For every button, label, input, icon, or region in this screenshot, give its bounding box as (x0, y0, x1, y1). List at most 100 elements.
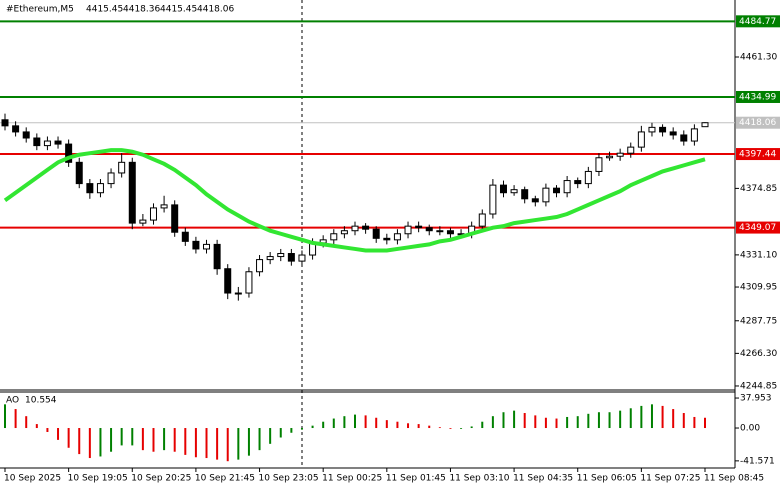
candle-body (224, 268, 232, 294)
level-label: 4434.99 (739, 92, 776, 102)
x-tick-label: 11 Sep 07:25 (640, 474, 700, 484)
x-tick-label: 11 Sep 06:05 (577, 474, 637, 484)
candle-body (415, 225, 423, 229)
candle-body (181, 231, 189, 242)
candle-body (404, 225, 412, 235)
candle-body (298, 254, 306, 262)
level-label: 4397.44 (739, 150, 776, 160)
candle-body (213, 243, 221, 270)
candle-body (65, 143, 73, 163)
candle-body (372, 228, 380, 239)
candle-body (22, 131, 30, 139)
candle-body (128, 161, 136, 224)
candle-body (542, 187, 550, 203)
y-tick-label: 4266.30 (740, 349, 777, 359)
y-tick-label: 37.953 (740, 394, 772, 404)
candle-body (553, 187, 561, 194)
candle-body (680, 134, 688, 142)
ohlc-close: 4418.06 (197, 5, 234, 15)
candle-body (659, 126, 667, 133)
y-tick-label: -41.571 (740, 456, 775, 466)
candle-body (701, 122, 709, 128)
candle-body (584, 170, 592, 185)
candle-body (383, 237, 391, 241)
candle-body (478, 213, 486, 227)
candle-body (149, 207, 157, 221)
x-tick-label: 10 Sep 19:05 (68, 474, 128, 484)
candle-body (75, 161, 83, 185)
candle-body (690, 128, 698, 142)
candle-body (118, 161, 126, 174)
candle-body (330, 233, 338, 241)
candle-body (595, 157, 603, 172)
y-tick-label: 4374.85 (740, 184, 777, 194)
candle-body (499, 184, 507, 194)
candle-body (86, 183, 94, 194)
candle-body (96, 183, 104, 194)
x-tick-label: 11 Sep 03:10 (449, 474, 509, 484)
candle-body (107, 172, 115, 185)
candle-body (234, 292, 242, 295)
x-tick-label: 11 Sep 08:45 (704, 474, 764, 484)
candle-body (531, 198, 539, 203)
level-label: 4484.77 (739, 17, 776, 27)
candle-body (171, 204, 179, 233)
ohlc-open: 4415.45 (86, 5, 123, 15)
candle-body (340, 230, 348, 235)
candle-body (446, 230, 454, 235)
y-tick-label: 4244.85 (740, 381, 777, 391)
candle-body (54, 140, 62, 145)
candle-body (606, 155, 614, 159)
candle-body (1, 119, 9, 127)
candle-body (637, 131, 645, 148)
candle-body (436, 230, 444, 233)
level-label: 4349.07 (739, 223, 776, 233)
candle-body (393, 233, 401, 241)
current-price-label: 4418.06 (739, 118, 776, 128)
candle-body (648, 126, 656, 133)
y-tick-label: 4287.75 (740, 316, 777, 326)
candle-body (563, 180, 571, 194)
candle-body (192, 240, 200, 250)
candle-body (33, 137, 41, 147)
candle-body (287, 253, 295, 262)
current-price-label-box (736, 116, 780, 129)
moving-average (3, 148, 706, 253)
x-tick-label: 10 Sep 2025 (4, 474, 61, 484)
level-label-box (736, 15, 780, 28)
x-tick-label: 10 Sep 21:45 (195, 474, 255, 484)
candle-body (203, 243, 211, 250)
candle-body (627, 146, 635, 154)
indicator-value: 10.554 (25, 396, 57, 406)
y-tick-label: 4331.10 (740, 250, 777, 260)
x-tick-label: 11 Sep 01:45 (386, 474, 446, 484)
level-label-box (736, 90, 780, 103)
candle-body (277, 253, 285, 258)
candle-body (669, 131, 677, 136)
candle-body (362, 225, 370, 230)
candle-body (139, 219, 147, 224)
x-tick-label: 10 Sep 20:25 (131, 474, 191, 484)
candle-body (256, 259, 264, 273)
x-tick-label: 11 Sep 04:35 (513, 474, 573, 484)
candle-body (574, 180, 582, 185)
level-label-box (736, 221, 780, 234)
x-tick-label: 10 Sep 23:05 (259, 474, 319, 484)
candle-body (245, 271, 253, 294)
chart-title: #Ethereum,M5 (6, 5, 74, 15)
level-label-box (736, 148, 780, 161)
y-tick-label: 4461.30 (740, 52, 777, 62)
candle-body (12, 125, 20, 133)
ohlc-low: 4415.45 (160, 5, 197, 15)
y-tick-label: 0.00 (740, 424, 760, 434)
candle-body (521, 189, 529, 200)
candle-body (489, 184, 497, 215)
candle-body (160, 204, 168, 209)
candle-body (425, 227, 433, 232)
candle-body (510, 189, 518, 194)
y-tick-label: 4309.95 (740, 283, 777, 293)
candle-body (43, 140, 51, 147)
candle-body (266, 256, 274, 261)
